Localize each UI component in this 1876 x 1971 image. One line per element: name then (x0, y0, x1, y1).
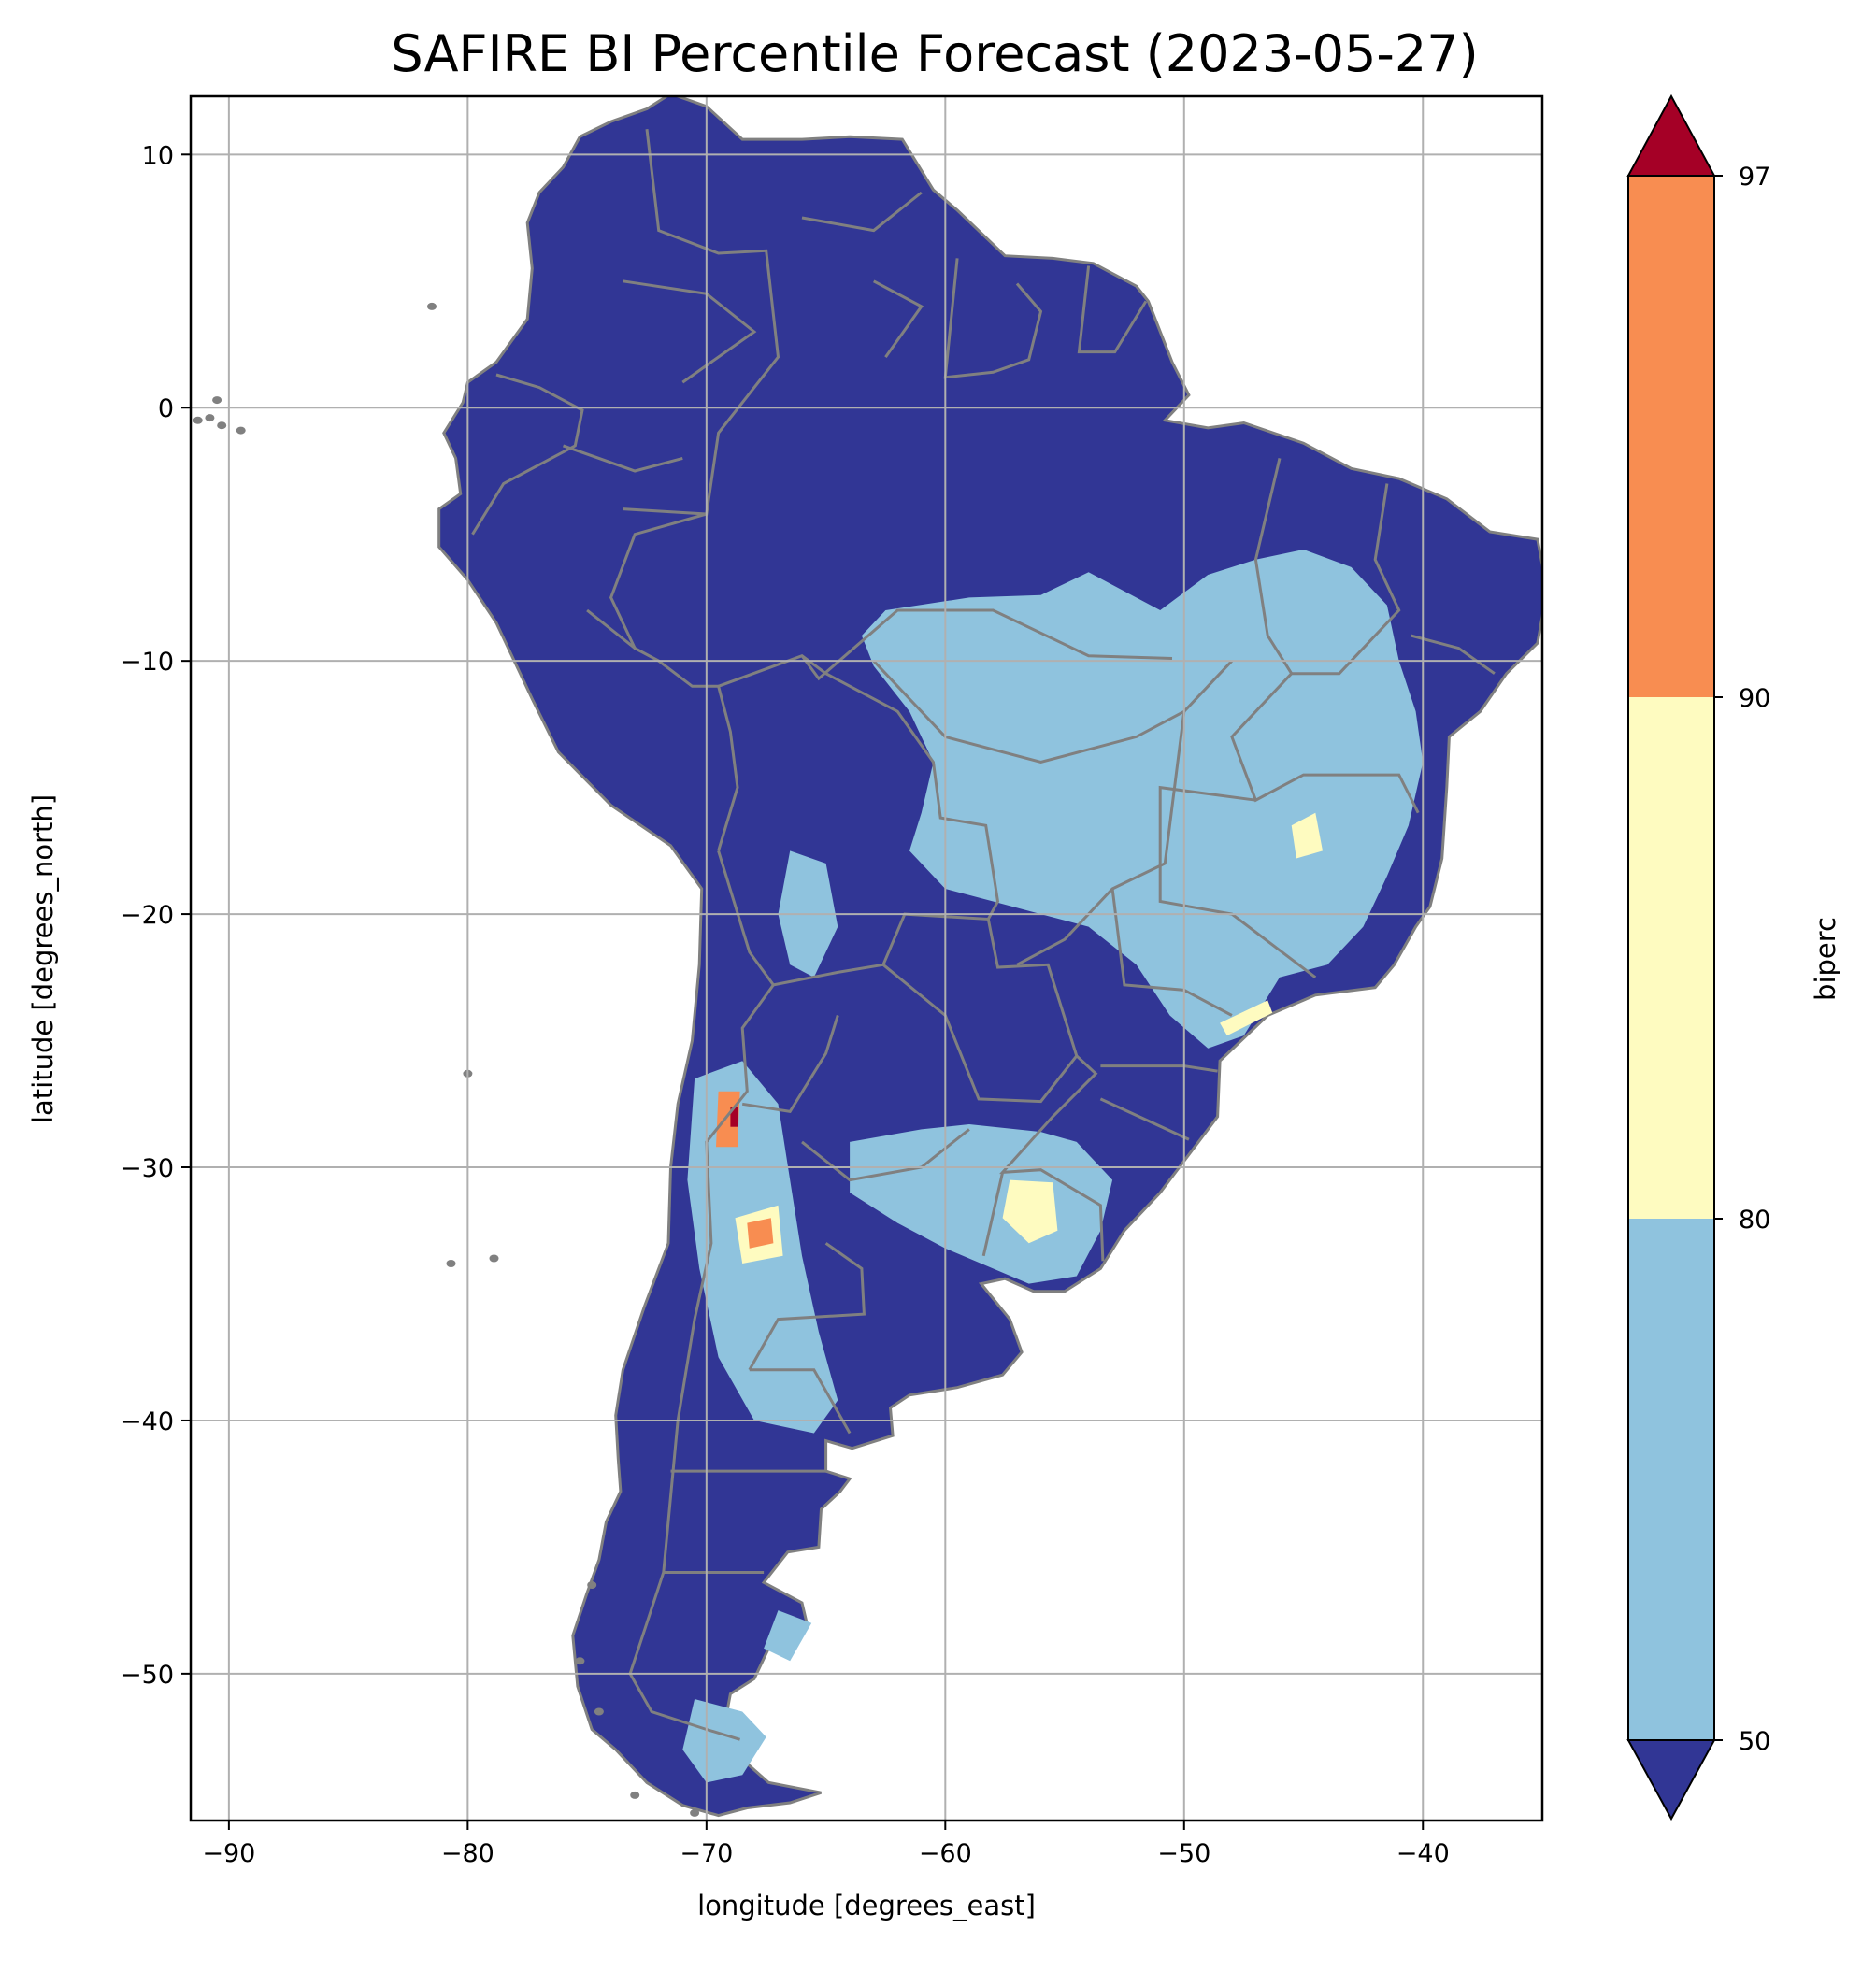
island (594, 1707, 604, 1716)
colorbar-frame (1627, 175, 1715, 1741)
island (587, 1581, 597, 1589)
border-line (981, 1172, 1005, 1257)
x-axis-ticks: −90 −80 −70 −60 −50 −40 (202, 1821, 1450, 1868)
colorbar-tick-80: 80 (1739, 1206, 1770, 1235)
border-line (563, 444, 683, 473)
x-tick-label: −70 (680, 1839, 733, 1868)
border-line (1099, 1097, 1190, 1141)
border-line (628, 850, 776, 1741)
y-tick-label: −10 (121, 648, 174, 677)
colorbar-segment-50-80 (1628, 1219, 1714, 1740)
colorbar-over-arrow (1626, 93, 1716, 177)
south-america-landmass (437, 96, 1542, 1818)
region-central-brazil (861, 550, 1424, 1049)
island (489, 1254, 499, 1263)
colorbar-tick-50: 50 (1739, 1727, 1770, 1756)
y-tick-label: 0 (158, 394, 174, 423)
border-line (1158, 785, 1317, 978)
border-line (872, 660, 1233, 764)
x-tick-label: −50 (1157, 1839, 1210, 1868)
border-line (623, 129, 780, 516)
border-line (881, 919, 1079, 1104)
x-tick-label: −60 (919, 1839, 972, 1868)
island (690, 1808, 700, 1817)
map-title: SAFIRE BI Percentile Forecast (2023-05-2… (391, 24, 1478, 83)
percentile-regions (682, 550, 1424, 1783)
colorbar-label: biperc (1810, 917, 1841, 1001)
border-line (1279, 773, 1420, 814)
border-line (609, 512, 739, 851)
border-line (749, 1368, 852, 1435)
border-line (1291, 483, 1401, 676)
y-tick-label: −30 (121, 1154, 174, 1183)
island (427, 302, 437, 310)
colorbar: 97 90 80 50 biperc (1626, 93, 1841, 1821)
border-line (586, 608, 637, 650)
island (205, 414, 215, 422)
border-line (471, 373, 584, 536)
border-line (1411, 634, 1496, 675)
region-patagonia-east (764, 1610, 812, 1662)
colorbar-tick-90: 90 (1739, 684, 1770, 713)
gridlines (191, 96, 1542, 1821)
border-line (623, 279, 757, 384)
border-line (1077, 265, 1148, 354)
region-pampa-uruguay (850, 1124, 1113, 1284)
border-line (1110, 888, 1233, 1017)
region-patagonia-south (682, 1699, 766, 1783)
border-line (748, 1242, 866, 1371)
border-line (741, 1015, 839, 1114)
island (630, 1791, 640, 1799)
y-tick-label: −40 (121, 1407, 174, 1436)
x-tick-label: −80 (441, 1839, 494, 1868)
y-axis-ticks: 10 0 −10 −20 −30 −40 −50 (121, 141, 191, 1690)
region-minas-spots (1291, 812, 1323, 859)
island (575, 1657, 585, 1665)
border-line (943, 258, 1043, 379)
region-la-rioja (716, 1091, 740, 1148)
y-tick-label: −20 (121, 901, 174, 930)
colorbar-under-arrow (1626, 1739, 1716, 1821)
island (446, 1260, 456, 1267)
border-line (801, 191, 923, 233)
region-mendoza-spot (747, 1218, 774, 1249)
colorbar-segment-80-90 (1628, 697, 1714, 1219)
island (193, 416, 203, 424)
colorbar-tick-97: 97 (1739, 163, 1770, 192)
x-tick-label: −40 (1396, 1839, 1450, 1868)
colorbar-ticks (1714, 175, 1723, 1741)
region-sao-paulo-coast (1220, 1000, 1273, 1036)
island (236, 426, 246, 435)
x-axis-label: longitude [degrees_east] (697, 1890, 1036, 1921)
map-frame (189, 94, 1544, 1822)
region-uruguay-north (1002, 1179, 1058, 1244)
border-line (872, 279, 924, 358)
y-axis-label: latitude [degrees_north] (27, 794, 59, 1123)
islands (193, 302, 700, 1817)
x-tick-label: −90 (202, 1839, 255, 1868)
y-tick-label: −50 (121, 1661, 174, 1690)
colorbar-segment-90-97 (1628, 176, 1714, 697)
island (217, 421, 227, 430)
y-tick-label: 10 (142, 141, 174, 170)
island (212, 396, 222, 405)
